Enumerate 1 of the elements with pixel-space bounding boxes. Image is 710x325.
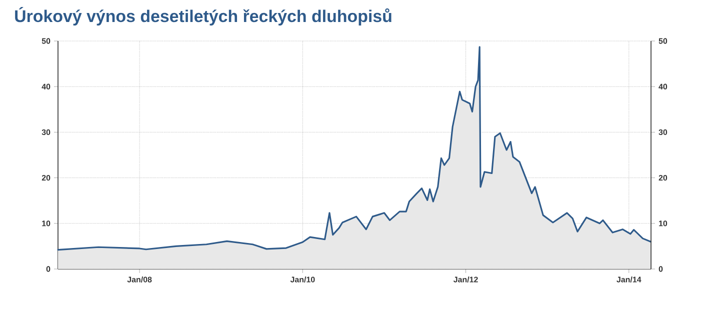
chart-title: Úrokový výnos desetiletých řeckých dluhopisů xyxy=(15,6,392,26)
